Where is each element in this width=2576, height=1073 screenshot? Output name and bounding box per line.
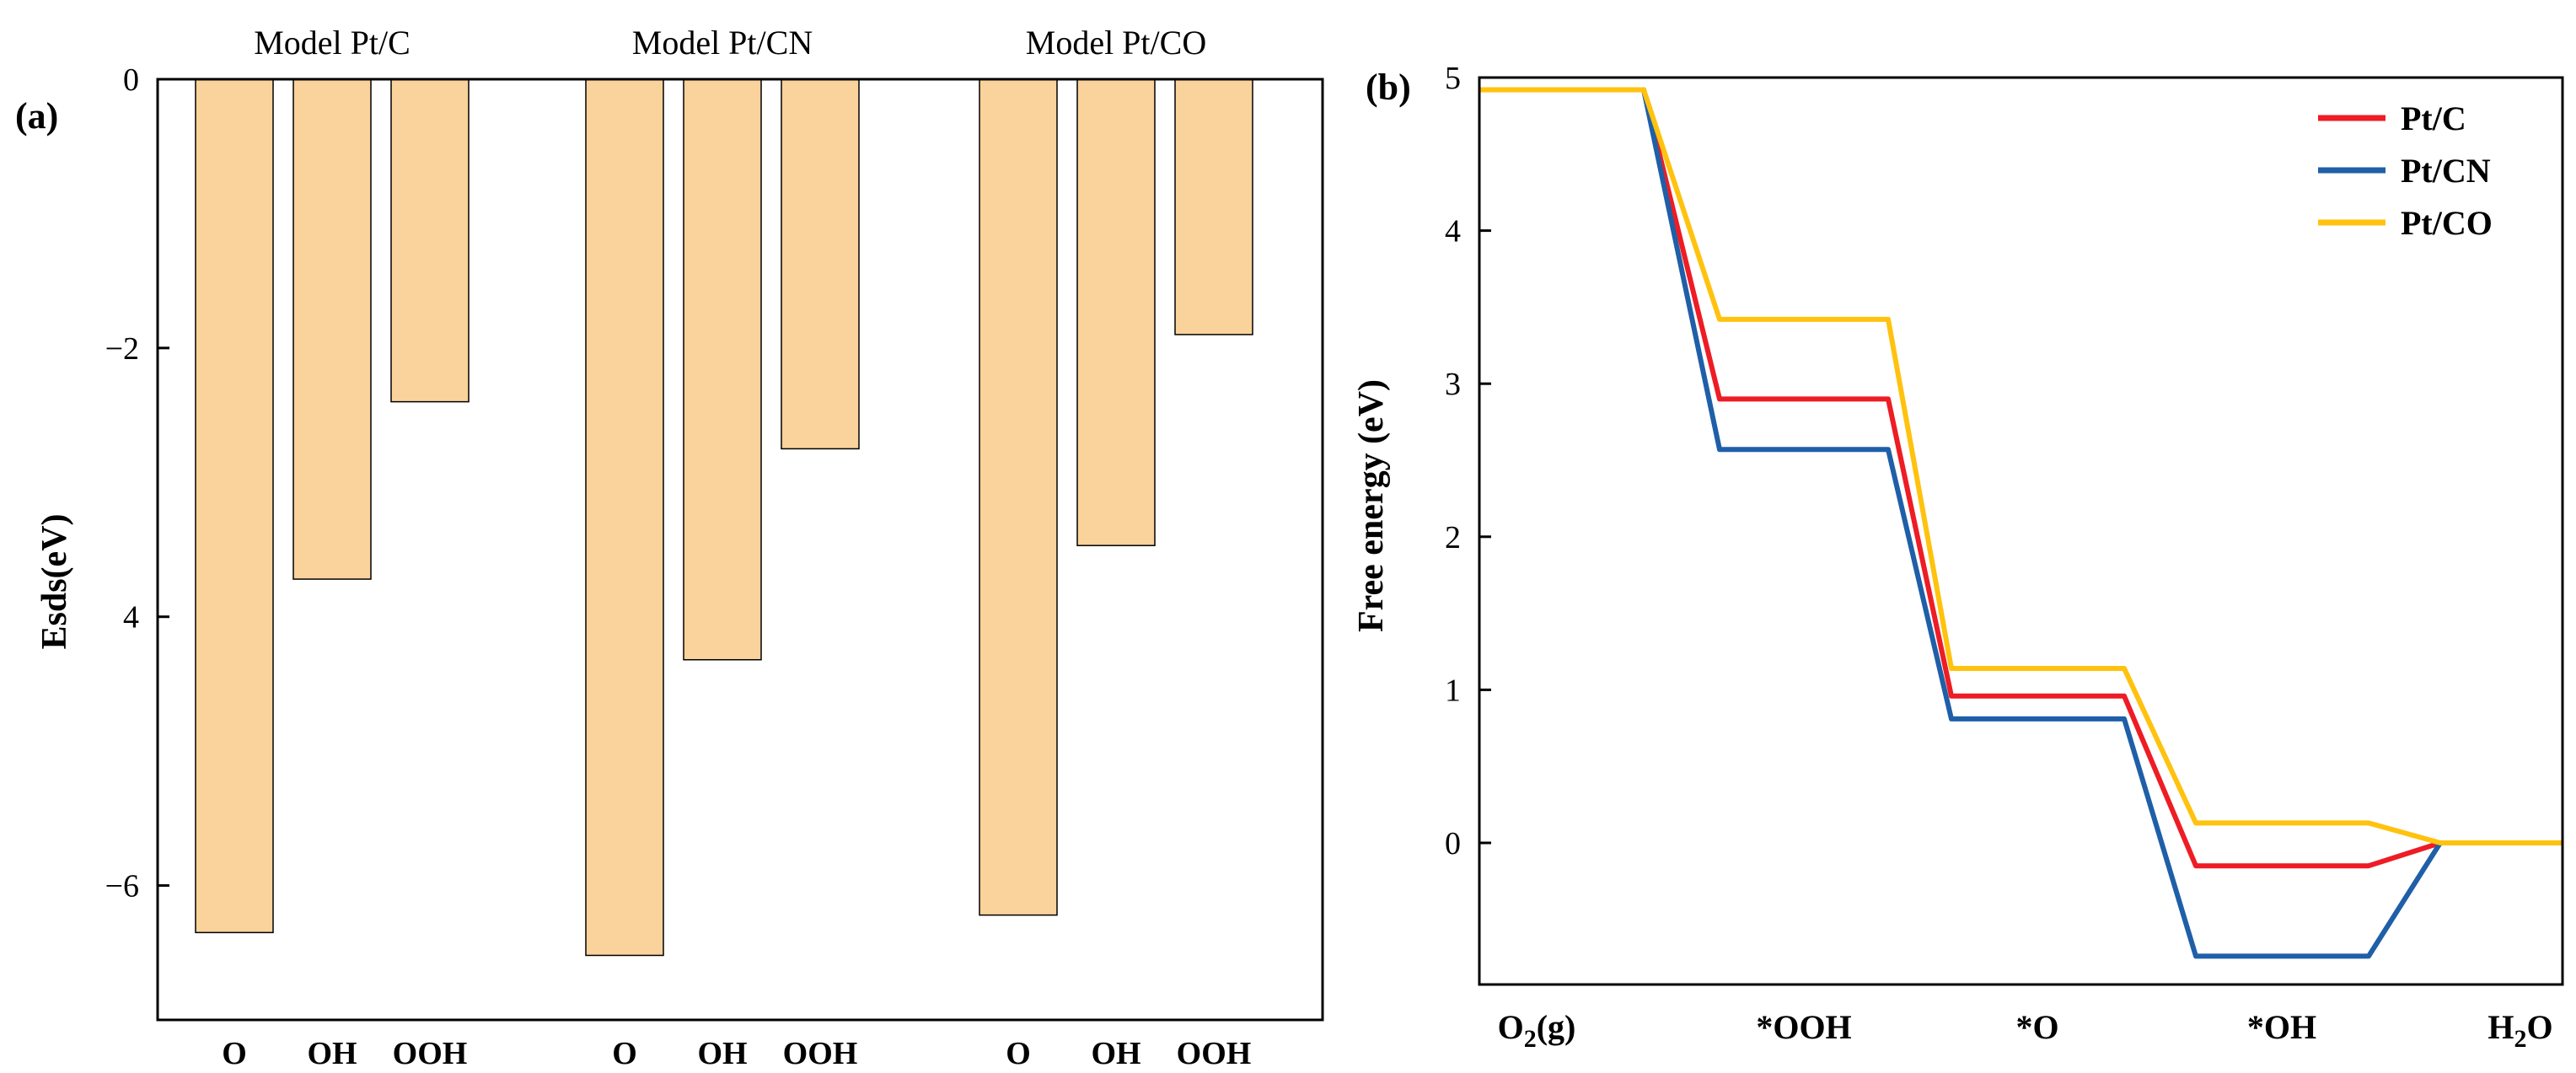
category-label-main: *OH [2247, 1008, 2316, 1046]
legend-label: Pt/C [2401, 99, 2466, 137]
category-label-o: O [1006, 1036, 1031, 1071]
category-label-main: *OOH [1756, 1008, 1851, 1046]
category-label-oh: OH [697, 1036, 747, 1071]
category-label-tail: O [2527, 1008, 2553, 1046]
category-label-main: H [2487, 1008, 2514, 1046]
panel-a-bars [195, 78, 1253, 957]
series-line-pt-c [1479, 87, 2563, 869]
legend-label: Pt/CO [2401, 204, 2493, 242]
panel-b-series-lines [1479, 87, 2563, 959]
series-line-pt-co [1479, 87, 2563, 845]
panel-b-legend: Pt/C Pt/CN Pt/CO [2318, 99, 2493, 242]
category-label-subscript: 2 [2514, 1025, 2527, 1053]
category-label-subscript: 2 [1524, 1025, 1537, 1053]
bar-model-pt-cn-ooh [781, 78, 860, 450]
category-label-main: *O [2015, 1008, 2058, 1046]
panel-a-group-titles: Model Pt/C Model Pt/CN Model Pt/CO [254, 24, 1206, 62]
group-title: Model Pt/C [254, 24, 411, 62]
category-label-oh: OH [1091, 1036, 1140, 1071]
y-tick-label: 3 [1445, 367, 1461, 402]
bar-model-pt-cn-oh [683, 78, 762, 661]
panel-a-bar-chart: (a) Esds(eV) Model Pt/C Model Pt/CN Model … [15, 24, 1324, 1071]
group-title: Model Pt/CN [632, 24, 813, 62]
category-label: *O [2015, 1008, 2058, 1046]
y-tick-label: 1 [1445, 673, 1461, 708]
y-tick-label: 4 [123, 600, 139, 636]
bar-model-pt-cn-o [585, 78, 664, 957]
bar-model-pt-c-oh [292, 78, 372, 580]
category-label-tail: (g) [1537, 1008, 1576, 1046]
y-tick-label: −2 [105, 331, 139, 367]
panel-b-frame [1478, 76, 2564, 986]
category-label-ooh: OOH [783, 1036, 858, 1071]
y-tick-label: −6 [105, 869, 139, 904]
panel-a-frame [156, 78, 1324, 1022]
category-label-ooh: OOH [1177, 1036, 1252, 1071]
category-label: *OH [2247, 1008, 2316, 1046]
category-label-main: O [1498, 1008, 1524, 1046]
panel-b-category-labels: O2(g) *OOH *O *OH H2O [1498, 1008, 2553, 1053]
series-line-pt-cn [1479, 87, 2563, 959]
category-label: O2(g) [1498, 1008, 1576, 1053]
panel-a-y-ticks: 0 −2 4 −6 [105, 62, 169, 904]
bar-model-pt-co-o [979, 78, 1058, 916]
bar-model-pt-co-ooh [1174, 78, 1253, 335]
y-tick-label: 2 [1445, 520, 1461, 555]
panel-a-label: (a) [15, 95, 58, 137]
category-label: *OOH [1756, 1008, 1851, 1046]
panel-b-y-axis-label: Free energy (eV) [1352, 379, 1391, 632]
y-tick-label: 4 [1445, 214, 1461, 249]
y-tick-label: 5 [1445, 61, 1461, 96]
bar-model-pt-c-o [195, 78, 274, 934]
category-label-oh: OH [307, 1036, 357, 1071]
panel-b-y-ticks: 0 1 2 3 4 5 [1445, 61, 1491, 861]
legend-label: Pt/CN [2401, 152, 2491, 190]
category-label-o: O [222, 1036, 247, 1071]
panel-a-y-axis-label: Esds(eV) [35, 513, 74, 649]
bar-model-pt-co-oh [1076, 78, 1156, 546]
category-label: H2O [2487, 1008, 2552, 1053]
y-tick-label: 0 [1445, 826, 1461, 861]
panel-b-label: (b) [1366, 67, 1411, 108]
group-title: Model Pt/CO [1026, 24, 1206, 62]
category-label-ooh: OOH [393, 1036, 468, 1071]
panel-a-category-labels: O OH OOH O OH OOH O OH OOH [222, 1036, 1251, 1071]
bar-model-pt-c-ooh [390, 78, 470, 403]
category-label-o: O [612, 1036, 637, 1071]
y-tick-label: 0 [123, 62, 139, 98]
